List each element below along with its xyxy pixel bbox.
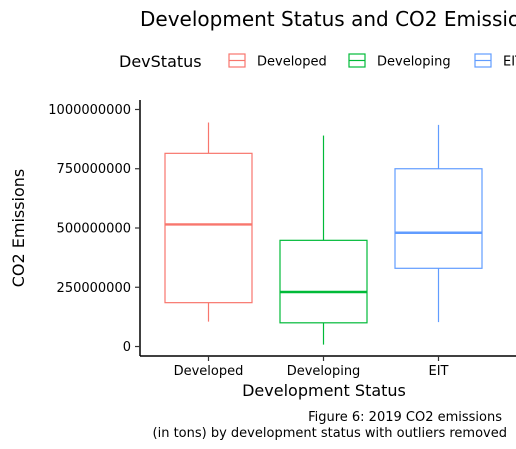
legend-item-developing: Developing bbox=[348, 53, 451, 70]
x-tick-label: EIT bbox=[429, 364, 449, 379]
box-iqr bbox=[164, 152, 253, 304]
y-tick-label: 250000000 bbox=[57, 281, 131, 296]
legend-label: EIT bbox=[503, 55, 516, 70]
box-developing bbox=[279, 135, 368, 345]
y-tick-label: 750000000 bbox=[57, 162, 131, 177]
legend: DevStatus Developed Developing EIT bbox=[119, 52, 516, 71]
box-iqr bbox=[279, 239, 368, 324]
x-tick-label: Developing bbox=[287, 364, 361, 379]
box-iqr bbox=[394, 168, 483, 269]
legend-item-eit: EIT bbox=[474, 53, 516, 70]
legend-label: Developed bbox=[257, 55, 327, 70]
legend-item-developed: Developed bbox=[228, 53, 327, 70]
x-axis-title: Development Status bbox=[242, 381, 406, 400]
legend-title: DevStatus bbox=[119, 52, 202, 71]
legend-label: Developing bbox=[377, 55, 451, 70]
y-tick-label: 0 bbox=[123, 340, 131, 355]
box-developed bbox=[164, 122, 253, 322]
box-eit bbox=[394, 124, 483, 323]
x-tick-label: Developed bbox=[174, 364, 244, 379]
y-tick-label: 1000000000 bbox=[48, 103, 131, 118]
y-axis-title: CO2 Emissions bbox=[9, 169, 28, 288]
chart-title: Development Status and CO2 Emissions bbox=[140, 7, 516, 31]
caption-line-2: (in tons) by development status with out… bbox=[153, 426, 507, 441]
y-tick-label: 500000000 bbox=[57, 222, 131, 237]
caption-line-1: Figure 6: 2019 CO2 emissions bbox=[308, 410, 502, 425]
